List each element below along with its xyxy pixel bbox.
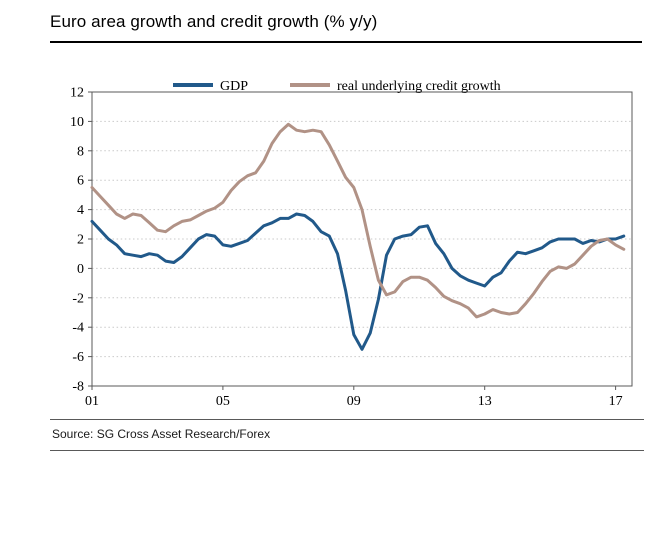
y-tick-label: 6: [77, 174, 84, 189]
y-tick-label: 10: [70, 115, 84, 130]
chart-title: Euro area growth and credit growth (% y/…: [50, 12, 642, 43]
x-tick-label: 05: [216, 394, 230, 409]
x-tick-label: 09: [347, 394, 361, 409]
x-tick-label: 17: [609, 394, 623, 409]
y-tick-label: -2: [72, 291, 84, 306]
source-note: Source: SG Cross Asset Research/Forex: [50, 419, 644, 451]
y-tick-label: 4: [77, 203, 84, 218]
x-tick-label: 13: [478, 394, 492, 409]
y-tick-label: 12: [70, 86, 84, 101]
y-tick-label: 0: [77, 262, 84, 277]
y-tick-label: 8: [77, 144, 84, 159]
legend-label-gdp: GDP: [220, 79, 248, 94]
plot-border: [91, 91, 633, 387]
y-tick-label: -8: [72, 380, 84, 395]
x-tick-label: 01: [85, 394, 99, 409]
series-line-real-underlying-credit-growth: [90, 122, 626, 319]
y-tick-label: 2: [77, 233, 84, 248]
series-line-gdp: [90, 212, 626, 351]
y-tick-label: -4: [72, 321, 84, 336]
legend-label-real-underlying-credit-growth: real underlying credit growth: [337, 79, 501, 94]
y-tick-label: -6: [72, 350, 84, 365]
